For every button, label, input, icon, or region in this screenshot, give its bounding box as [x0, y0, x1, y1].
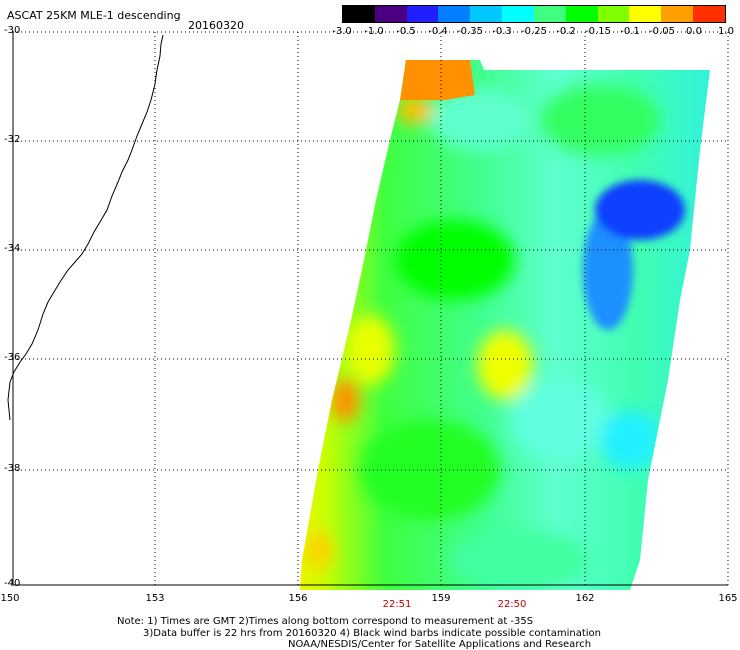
color-scale-segment [565, 6, 598, 22]
lon-label: 153 [145, 593, 165, 604]
lat-label: -40 [4, 578, 21, 589]
color-scale-bar [342, 5, 726, 23]
time-label: 22:51 [382, 599, 412, 610]
color-scale-segment [533, 6, 566, 22]
graticule [13, 31, 729, 585]
lat-label: -38 [4, 463, 21, 474]
footnote-line: 3)Data buffer is 22 hrs from 20160320 4)… [143, 628, 601, 639]
product-title: ASCAT 25KM MLE-1 descending [7, 9, 181, 22]
lat-label: -36 [4, 352, 21, 363]
time-label: 22:50 [497, 599, 527, 610]
color-scale-segment [343, 6, 375, 22]
lat-label: -34 [4, 243, 21, 254]
color-scale-segment [661, 6, 694, 22]
high-value-patch [400, 60, 475, 100]
footnote-credit: NOAA/NESDIS/Center for Satellite Applica… [288, 639, 592, 650]
color-scale-segment [597, 6, 630, 22]
product-date: 20160320 [188, 19, 244, 32]
lon-label: 159 [431, 593, 451, 604]
lat-label: -32 [4, 134, 21, 145]
color-scale-segment [406, 6, 439, 22]
color-scale-segment [629, 6, 662, 22]
lon-label: 165 [718, 593, 738, 604]
lon-label: 150 [0, 593, 20, 604]
wind-data-swath [300, 60, 710, 590]
color-scale-segment [693, 6, 725, 22]
lat-label: -30 [4, 25, 21, 36]
lon-label: 156 [288, 593, 308, 604]
color-scale-segment [438, 6, 471, 22]
color-scale-segment [374, 6, 407, 22]
color-scale-segment [502, 6, 534, 22]
color-scale-segment [470, 6, 503, 22]
lon-label: 162 [575, 593, 595, 604]
coastline [7, 34, 164, 421]
footnote-line: Note: 1) Times are GMT 2)Times along bot… [117, 616, 534, 627]
